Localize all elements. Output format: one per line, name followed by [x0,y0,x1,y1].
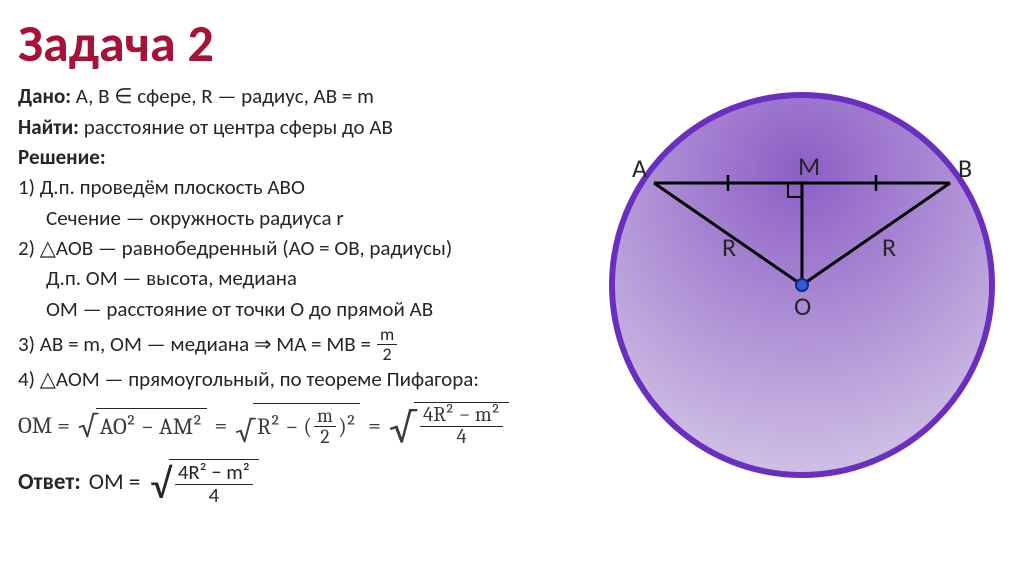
find-text: расстояние от центра сферы до AB [79,114,393,140]
svg-text:A: A [632,152,647,184]
step-1b: Сечение — окружность радиуса r [18,204,590,232]
answer-lhs: OM = [89,467,141,498]
given-text: A, B ∈ сфере, R — радиус, AB = m [71,83,374,109]
svg-text:B: B [958,152,972,184]
frac-m-over-2: m 2 [377,325,397,363]
find-row: Найти: расстояние от центра сферы до AB [18,113,590,141]
svg-text:R: R [722,231,736,263]
given-label: Дано: [18,83,71,109]
geometry-diagram: A M B O R R [602,85,1002,485]
find-label: Найти: [18,114,79,140]
svg-text:O: O [794,290,811,322]
answer-row: Ответ: OM = √ 4R² − m² 4 [18,459,590,506]
sqrt-1: √ AO² − AM² [78,408,207,442]
page-title: Задача 2 [0,0,1024,82]
step-2b: Д.п. OM — высота, медиана [18,264,590,292]
sqrt-2: √ R² − ( m 2 )² [235,403,360,448]
eq-lhs: OM = [18,410,70,441]
given-row: Дано: A, B ∈ сфере, R — радиус, AB = m [18,82,590,110]
step-2a: 2) △AOB — равнобедренный (AO = OB, радиу… [18,234,590,262]
sqrt-3: √ 4R² − m² 4 [389,402,509,449]
solution-body: Дано: A, B ∈ сфере, R — радиус, AB = m Н… [0,82,590,507]
answer-sqrt: √ 4R² − m² 4 [150,459,258,506]
step-3: 3) AB = m, OM — медиана ⇒ MA = MB = m 2 [18,325,590,363]
step-1a: 1) Д.п. проведём плоскость ABO [18,173,590,201]
step-4: 4) △AOM — прямоугольный, по теореме Пифа… [18,365,590,393]
step-2c: OM — расстояние от точки O до прямой AB [18,295,590,323]
svg-text:R: R [882,231,896,263]
answer-label: Ответ: [18,467,81,498]
solution-label: Решение: [18,143,590,171]
equation-row: OM = √ AO² − AM² = √ R² − ( m 2 )² = √ 4… [18,402,590,449]
svg-text:M: M [798,150,820,182]
